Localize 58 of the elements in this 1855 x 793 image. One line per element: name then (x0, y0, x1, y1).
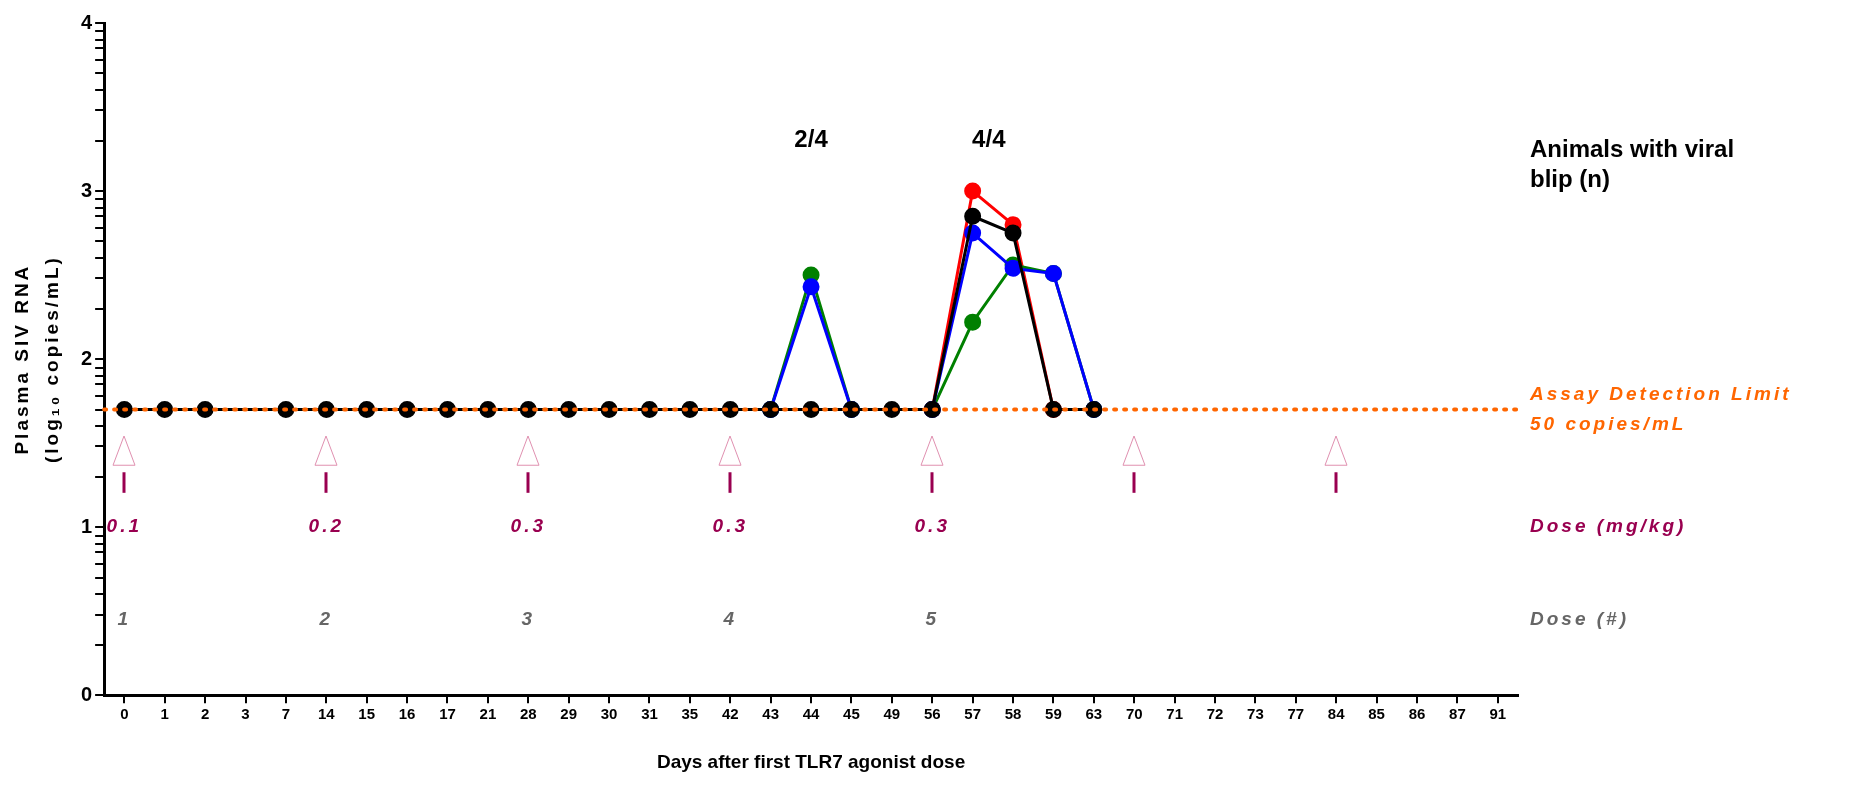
x-tick-label: 45 (843, 705, 860, 723)
x-tick-label: 0 (120, 705, 129, 723)
x-tick-label: 7 (281, 705, 291, 723)
x-tick-label: 73 (1247, 705, 1264, 723)
x-tick-label: 86 (1408, 705, 1426, 723)
annotation: 2/4 (794, 125, 829, 153)
annotation: 4/4 (972, 125, 1007, 153)
text: Dose (#) (1530, 607, 1629, 629)
x-tick-label: 29 (560, 705, 578, 723)
x-tick-label: 28 (519, 705, 537, 723)
annotation: 3 (521, 607, 536, 629)
x-tick-label: 42 (721, 705, 739, 723)
annotation: 2 (318, 607, 334, 629)
y-tick-label: 3 (81, 178, 93, 201)
y-axis-title: Plasma SIV RNA (log₁₀ copies/mL) (11, 255, 63, 464)
y-tick-label: 4 (81, 10, 93, 33)
text: Dose (mg/kg) (1530, 515, 1687, 537)
text: Animals with viral blip (n) (1530, 135, 1735, 193)
x-tick-label: 58 (1004, 705, 1022, 723)
x-tick-label: 17 (439, 705, 456, 723)
x-tick-label: 57 (964, 705, 981, 723)
x-tick-label: 31 (641, 705, 658, 723)
x-tick-label: 15 (358, 705, 376, 723)
x-tick-label: 30 (600, 705, 618, 723)
annotation: 0.3 (510, 515, 546, 537)
ref-line-label: Assay Detection Limit 50 copies/mL (1529, 382, 1792, 434)
x-tick-label: 14 (317, 705, 336, 723)
x-axis-title: Days after first TLR7 agonist dose (656, 750, 966, 772)
annotation: 0.1 (106, 515, 143, 537)
x-tick-label: 77 (1287, 705, 1305, 723)
y-tick-label: 1 (81, 514, 93, 537)
x-tick-label: 44 (802, 705, 821, 723)
x-tick-label: 84 (1327, 705, 1346, 723)
x-tick-label: 59 (1045, 705, 1062, 723)
x-tick-label: 49 (883, 705, 901, 723)
annotation: 5 (925, 607, 940, 629)
x-tick-label: 2 (200, 705, 210, 723)
x-tick-label: 70 (1125, 705, 1143, 723)
x-tick-label: 3 (241, 705, 250, 723)
x-tick-label: 35 (681, 705, 699, 723)
x-tick-label: 71 (1166, 705, 1183, 723)
annotation: 4 (722, 607, 738, 629)
y-tick-label: 2 (81, 346, 93, 369)
y-tick-label: 0 (81, 682, 93, 705)
x-tick-label: 63 (1085, 705, 1103, 723)
x-tick-label: 72 (1206, 705, 1224, 723)
annotation: 0.2 (308, 515, 345, 537)
x-tick-label: 56 (923, 705, 941, 723)
x-tick-label: 1 (160, 705, 169, 723)
x-tick-label: 21 (479, 705, 497, 723)
x-tick-label: 87 (1449, 705, 1466, 723)
annotation: 0.3 (712, 515, 748, 537)
annotation: 1 (117, 607, 132, 629)
x-tick-label: 16 (398, 705, 416, 723)
annotation: 0.3 (914, 515, 950, 537)
x-tick-label: 85 (1368, 705, 1385, 723)
x-tick-label: 43 (762, 705, 780, 723)
x-tick-label: 91 (1489, 705, 1507, 723)
